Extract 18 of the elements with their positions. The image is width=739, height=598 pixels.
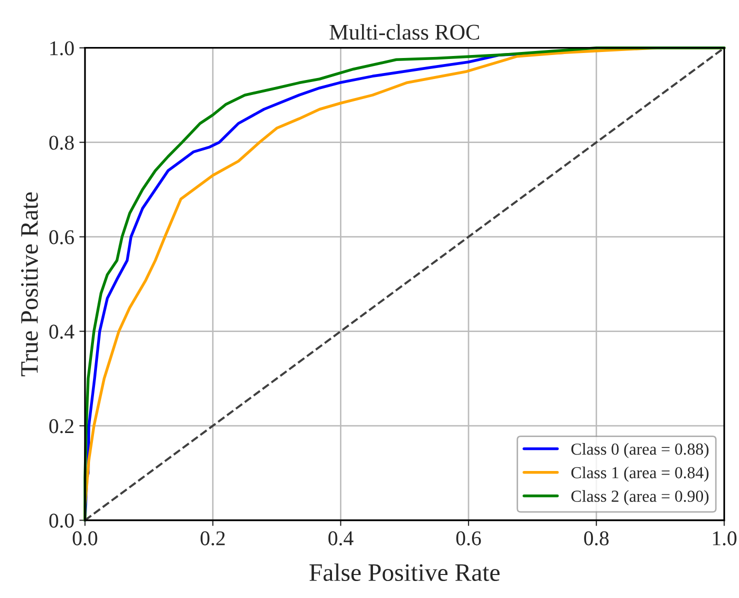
y-tick-label: 0.4 [49, 324, 74, 339]
x-tick-label: 0.8 [584, 531, 609, 546]
y-tick-label: 0.8 [49, 136, 74, 150]
y-tick-label: 0.2 [49, 419, 74, 434]
y-tick-label: 0.0 [49, 514, 74, 528]
legend-label: Class 1 (area = 0.84) [571, 466, 708, 482]
x-tick-label: 0.4 [328, 531, 354, 546]
chart-title: Multi-class ROC [330, 24, 479, 40]
x-tick-label: 0.0 [72, 531, 98, 546]
x-tick-label: 1.0 [713, 531, 736, 546]
y-axis-title: True Positive Rate [21, 192, 38, 376]
x-tick-label: 0.6 [456, 531, 481, 546]
x-tick-label: 0.2 [200, 531, 225, 546]
y-tick-label: 1.0 [50, 41, 74, 56]
y-tick-label: 0.6 [49, 230, 74, 244]
legend-label: Class 0 (area = 0.88) [571, 443, 708, 458]
x-axis-title: False Positive Rate [309, 563, 500, 582]
legend-label: Class 2 (area = 0.90) [571, 490, 708, 506]
